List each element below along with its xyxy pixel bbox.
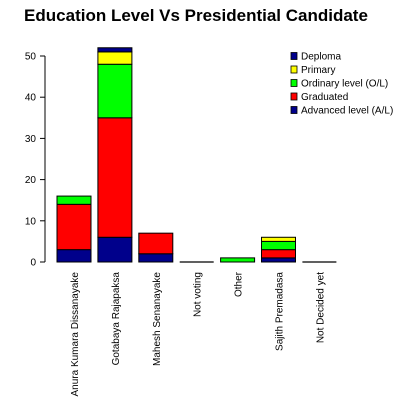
- y-tick-label: 10: [25, 216, 37, 227]
- category-label-gotabaya-rajapaksa: Gotabaya Rajapaksa: [111, 272, 122, 366]
- bar-segment-sajith-premadasa-primary: [261, 236, 296, 242]
- legend-label-advanced-level-a-l: Advanced level (A/L): [301, 106, 393, 117]
- bar-segment-gotabaya-rajapaksa-advanced-level-a-l: [97, 236, 133, 263]
- bar-segment-sajith-premadasa-ordinary-level-o-l: [261, 240, 296, 251]
- legend-label-primary: Primary: [301, 65, 335, 76]
- bars: [56, 47, 337, 263]
- legend-label-ordinary-level-o-l: Ordinary level (O/L): [301, 79, 388, 90]
- bar-segment-mahesh-senanayake-advanced-level-a-l: [138, 253, 174, 263]
- bar-segment-anura-kumara-dissanayake-ordinary-level-o-l: [56, 195, 92, 205]
- bar-segment-anura-kumara-dissanayake-graduated: [56, 203, 92, 251]
- category-labels: Anura Kumara Dissanayake Gotabaya Rajapak…: [70, 271, 326, 396]
- category-label-mahesh-senanayake: Mahesh Senanayake: [152, 272, 163, 366]
- category-label-not-decided-yet: Not Decided yet: [315, 272, 326, 343]
- legend-swatch-graduated: [290, 92, 298, 101]
- legend-label-deploma: Deploma: [301, 52, 341, 63]
- chart-title: Education Level Vs Presidential Candidat…: [24, 6, 368, 25]
- bar-segment-gotabaya-rajapaksa-deploma: [97, 47, 133, 53]
- bar-segment-anura-kumara-dissanayake-advanced-level-a-l: [56, 249, 92, 263]
- bar-segment-sajith-premadasa-graduated: [261, 249, 296, 259]
- category-label-not-voting: Not voting: [193, 272, 204, 317]
- bar-segment-other-ordinary-level-o-l: [220, 257, 256, 263]
- bar-segment-gotabaya-rajapaksa-primary: [97, 51, 133, 65]
- y-tick-label: 20: [25, 175, 37, 186]
- y-axis: 0 10 20 30 40 50: [25, 52, 46, 269]
- legend-swatch-ordinary-level-o-l: [290, 79, 298, 87]
- y-tick-label: 50: [25, 52, 37, 63]
- bar-segment-gotabaya-rajapaksa-graduated: [97, 117, 133, 238]
- legend-label-graduated: Graduated: [301, 92, 348, 103]
- y-tick-label: 40: [25, 93, 37, 104]
- y-tick-label: 0: [30, 258, 36, 269]
- category-label-sajith-premadasa: Sajith Premadasa: [275, 272, 286, 351]
- legend-swatch-primary: [290, 65, 298, 74]
- category-label-anura-kumara-dissanayake: Anura Kumara Dissanayake: [70, 272, 81, 397]
- category-label-other: Other: [234, 271, 245, 297]
- legend-swatch-deploma: [290, 52, 298, 60]
- legend-swatch-advanced-level-a-l: [290, 106, 298, 114]
- bar-segment-gotabaya-rajapaksa-ordinary-level-o-l: [97, 63, 133, 119]
- legend: Deploma Primary Ordinary level (O/L) Gradua…: [290, 52, 393, 117]
- y-tick-label: 30: [25, 134, 37, 145]
- bar-segment-sajith-premadasa-advanced-level-a-l: [261, 257, 296, 263]
- bar-segment-mahesh-senanayake-graduated: [138, 232, 174, 255]
